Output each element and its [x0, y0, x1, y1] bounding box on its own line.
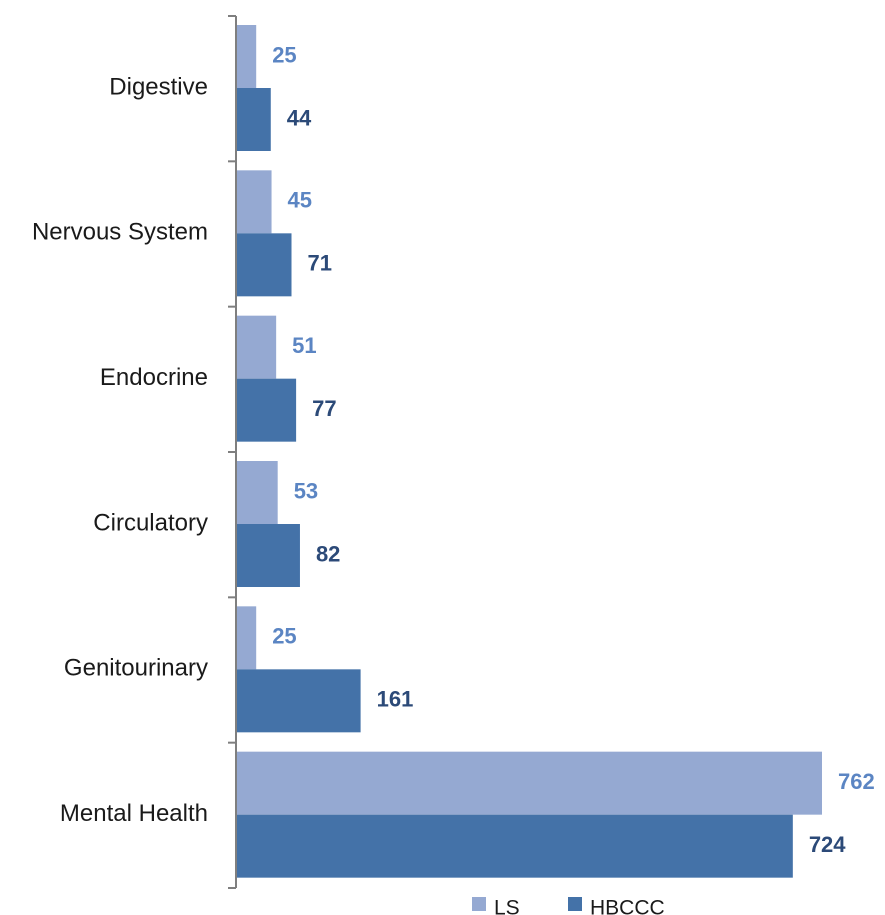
data-labels: 25 44 45 71 51 77 53 82 25 161 762 724 — [272, 42, 875, 857]
data-label-hbccc-nervous-system: 71 — [308, 251, 332, 276]
legend: LS HBCCC — [472, 897, 665, 915]
category-label-nervous-system: Nervous System — [32, 219, 208, 246]
category-label-circulatory: Circulatory — [93, 509, 208, 536]
data-label-ls-endocrine: 51 — [292, 333, 316, 358]
category-label-genitourinary: Genitourinary — [64, 655, 208, 682]
data-label-ls-genitourinary: 25 — [272, 624, 296, 649]
data-label-ls-digestive: 25 — [272, 42, 296, 67]
data-label-hbccc-endocrine: 77 — [312, 396, 336, 421]
bar-ls-mental-health — [237, 751, 822, 815]
bar-hbccc-digestive — [237, 88, 271, 151]
bar-ls-digestive — [237, 25, 257, 88]
legend-swatch-hbccc — [568, 897, 582, 911]
category-label-digestive: Digestive — [109, 73, 208, 100]
category-label-mental-health: Mental Health — [60, 800, 208, 827]
category-label-endocrine: Endocrine — [100, 364, 208, 391]
data-label-ls-nervous-system: 45 — [288, 188, 312, 213]
y-axis — [228, 15, 237, 889]
legend-label-ls: LS — [494, 897, 520, 915]
data-label-hbccc-circulatory: 82 — [316, 541, 340, 566]
data-label-hbccc-mental-health: 724 — [809, 832, 846, 857]
bar-ls-nervous-system — [237, 170, 272, 234]
data-label-hbccc-genitourinary: 161 — [377, 687, 414, 712]
bar-hbccc-mental-health — [237, 814, 793, 878]
bar-hbccc-genitourinary — [237, 669, 361, 733]
bar-ls-endocrine — [237, 315, 277, 379]
bar-hbccc-nervous-system — [237, 233, 292, 297]
data-label-ls-circulatory: 53 — [294, 478, 318, 503]
legend-label-hbccc: HBCCC — [590, 897, 665, 915]
bar-ls-circulatory — [237, 461, 278, 524]
bar-hbccc-circulatory — [237, 524, 300, 587]
data-label-hbccc-digestive: 44 — [287, 105, 312, 130]
bar-hbccc-endocrine — [237, 378, 297, 442]
bars — [237, 25, 822, 878]
legend-swatch-ls — [472, 897, 486, 911]
category-labels: Digestive Nervous System Endocrine Circulat… — [32, 73, 208, 827]
bar-ls-genitourinary — [237, 606, 257, 670]
data-label-ls-mental-health: 762 — [838, 769, 875, 794]
